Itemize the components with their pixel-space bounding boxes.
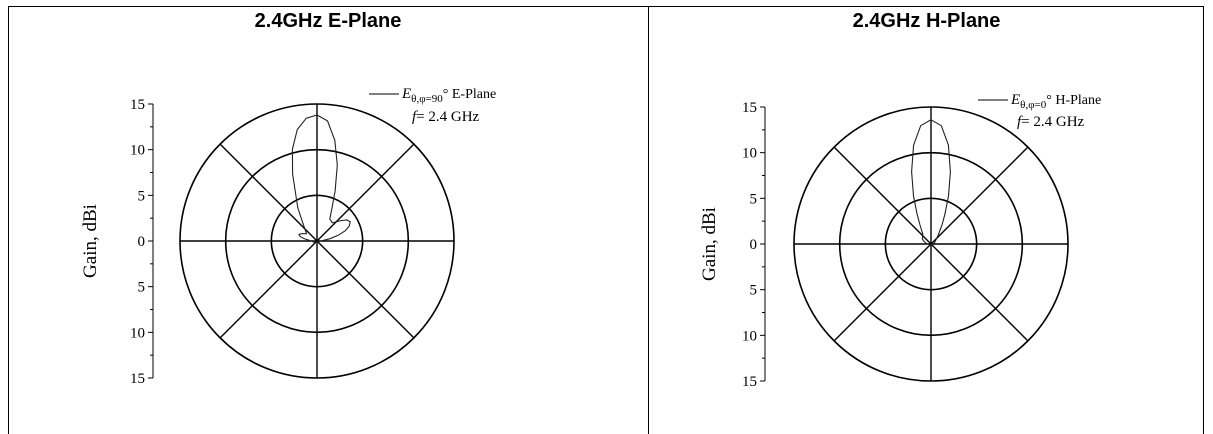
polar-chart-h-plane: 15 10 5 0 5 10 15 Gain, dBi Eθ,φ=0° H-Plane f= 2.… (699, 92, 1101, 390)
y-axis-label: Gain, dBi (699, 207, 720, 281)
chart-title: 2.4GHz E-Plane (254, 10, 402, 32)
tick-label: 10 (742, 328, 757, 344)
table-frame (8, 6, 1204, 434)
pattern-series-line (911, 119, 951, 246)
tick-label: 10 (130, 325, 145, 341)
panel-h-plane: 2.4GHz H-Plane 15 10 5 0 5 10 15 Gain, dBi Eθ,φ=… (649, 6, 1204, 434)
tick-label: 5 (138, 188, 146, 204)
chart-title: 2.4GHz H-Plane (852, 10, 1001, 32)
tick-label: 5 (750, 191, 758, 207)
tick-label: 5 (138, 280, 146, 296)
legend-frequency: f= 2.4 GHz (1017, 114, 1085, 130)
tick-label: 15 (130, 371, 145, 387)
tick-label: 0 (750, 237, 758, 253)
tick-label: 5 (750, 283, 758, 299)
y-axis-label: Gain, dBi (80, 204, 101, 278)
tick-label: 0 (138, 234, 146, 250)
pattern-series-line (291, 114, 351, 243)
panel-e-plane: 2.4GHz E-Plane 15 10 5 0 5 10 15 Gain, dBi Eθ,φ=… (8, 6, 648, 434)
tick-label: 10 (130, 143, 145, 159)
legend-label: Eθ,φ=90° E-Plane (401, 86, 496, 105)
tick-label: 15 (130, 97, 145, 113)
grid-spoke (833, 146, 1029, 342)
legend-frequency: f= 2.4 GHz (412, 109, 480, 125)
polar-chart-e-plane: 15 10 5 0 5 10 15 Gain, dBi Eθ,φ=90° E-Plane f= 2… (80, 86, 496, 387)
tick-label: 15 (742, 374, 757, 390)
grid-spoke (219, 143, 415, 339)
column-divider (648, 6, 649, 434)
legend-label: Eθ,φ=0° H-Plane (1010, 92, 1101, 111)
tick-label: 10 (742, 146, 757, 162)
tick-label: 15 (742, 100, 757, 116)
